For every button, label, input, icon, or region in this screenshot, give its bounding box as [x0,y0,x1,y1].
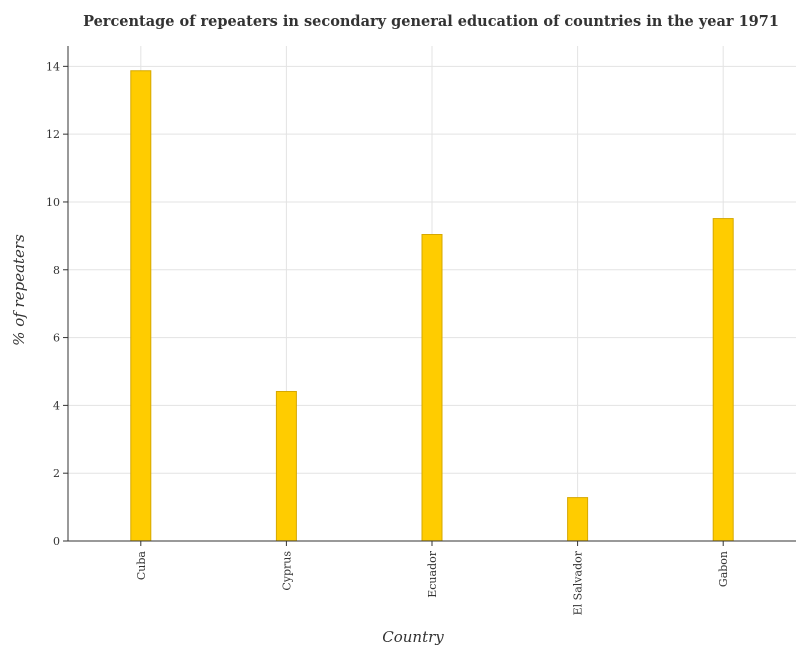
x-tick-label: Cuba [135,551,148,581]
y-ticks: 0 2 4 6 8 10 12 14 [46,60,68,548]
y-tick-label: 6 [53,332,60,345]
bar-cyprus [275,390,297,542]
bars-layer [130,70,734,542]
bar-ecuador [421,234,443,542]
y-axis-label: % of repeaters [10,234,28,346]
x-tick-label: Ecuador [426,550,439,597]
bar-cuba [130,70,152,542]
y-tick-label: 8 [53,264,60,277]
bar-el-salvador [567,497,589,542]
x-tick-label: El Salvador [572,550,585,615]
y-tick-label: 12 [46,128,60,141]
y-tick-label: 10 [46,196,60,209]
x-axis-label: Country [382,628,444,646]
x-tick-label: Cyprus [280,551,293,591]
y-tick-label: 14 [46,60,60,73]
x-tick-label: Gabon [717,551,730,587]
x-ticks: Cuba Cyprus Ecuador El Salvador Gabon [135,541,730,615]
y-tick-label: 2 [53,467,60,480]
y-tick-label: 0 [53,535,60,548]
chart-title: Percentage of repeaters in secondary gen… [83,13,779,30]
y-tick-label: 4 [53,399,60,412]
bar-gabon [712,218,734,542]
